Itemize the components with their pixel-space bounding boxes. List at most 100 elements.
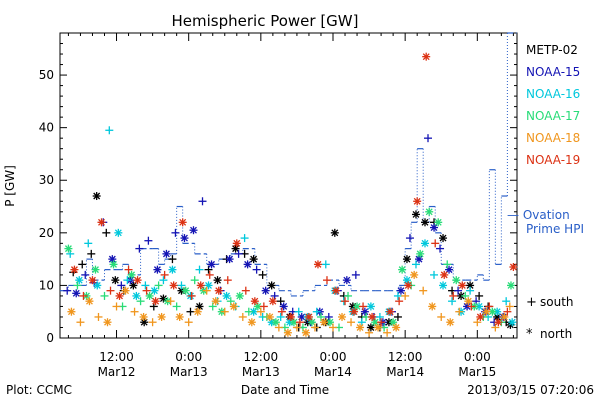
noaa-16-point-north [508,318,517,327]
y-tick-label: 30 [39,173,54,187]
noaa-15-point-north [108,255,117,264]
noaa-17-point-north [452,276,461,285]
noaa-19-point-north [88,276,97,285]
noaa-19-point-south [142,286,151,295]
noaa-19-point-south [431,239,440,248]
noaa-19-point-north [232,239,241,248]
noaa-19-point-south [277,307,286,316]
marker-legend-label: south [540,295,574,309]
noaa-16-point-south [393,291,402,300]
x-tick-label: 12:00 [244,350,279,364]
data-points [63,52,518,337]
noaa-16-point-south [294,307,303,316]
noaa-15-point-south [454,286,463,295]
noaa-19-point-north [178,218,187,227]
noaa-19-point-north [196,281,205,290]
x-axis-label: Date and Time [241,383,329,397]
noaa-15-point-south [252,265,261,274]
noaa-15-point-north [180,234,189,243]
noaa-15-point-south [144,236,153,245]
y-tick-label: 20 [39,226,54,240]
noaa-15-point-north [396,286,405,295]
noaa-18-point-south [292,323,301,332]
noaa-19-point-south [485,302,494,311]
noaa-15-point-north [279,302,288,311]
noaa-19-point-south [395,297,404,306]
noaa-18-point-north [175,312,184,321]
noaa-19-point-south [205,270,214,279]
x-tick-label: Mar13 [242,365,280,379]
noaa-16-point-south [411,260,420,269]
metp-02-point-north [411,210,420,219]
noaa-16-point-south [375,312,384,321]
legend-entry-noaa-19: NOAA-19 [526,153,580,167]
noaa-16-point-south [240,234,249,243]
noaa-18-point-south [401,291,410,300]
noaa-18-point-south [455,307,464,316]
noaa-19-point-south [124,265,133,274]
metp-02-point-north [420,218,429,227]
noaa-16-point-north [439,281,448,290]
noaa-16-point-south [105,126,114,135]
noaa-19-point-south [449,291,458,300]
x-tick-label: Mar12 [98,365,136,379]
noaa-18-point-north [85,297,94,306]
metp-02-point-north [439,234,448,243]
noaa-19-point-south [359,302,368,311]
noaa-18-point-south [184,318,193,327]
noaa-15-point-north [162,249,171,258]
noaa-16-point-south [276,312,285,321]
y-tick-label: 10 [39,278,54,292]
noaa-15-point-south [135,244,144,253]
metp-02-point-north [249,255,258,264]
metp-02-point-south [78,260,87,269]
x-tick-label: Mar14 [314,365,352,379]
noaa-15-point-south [436,244,445,253]
metp-02-point-south [475,291,484,300]
y-tick-label: 50 [39,68,54,82]
noaa-18-point-north [500,312,509,321]
noaa-15-point-south [198,197,207,206]
noaa-18-point-north [229,302,238,311]
noaa-19-point-south [187,291,196,300]
noaa-17-point-south [73,281,82,290]
noaa-19-point-south [341,297,350,306]
legend-entry-noaa-15: NOAA-15 [526,65,580,79]
y-axis-label: P [GW] [3,165,17,207]
noaa-15-point-south [117,281,126,290]
noaa-18-point-south [383,328,392,337]
noaa-15-point-north [261,286,270,295]
noaa-19-point-south [79,291,88,300]
metp-02-point-south [258,270,267,279]
noaa-18-point-north [283,328,292,337]
noaa-15-point-north [72,289,81,298]
noaa-19-point-south [295,318,304,327]
noaa-15-point-north [153,265,162,274]
noaa-19-point-north [214,286,223,295]
noaa-19-point-north [169,281,178,290]
noaa-18-point-south [437,312,446,321]
legend: METP-02 NOAA-15 NOAA-16 NOAA-17 NOAA-18 NOAA-… [507,43,584,342]
noaa-19-point-south [503,307,512,316]
noaa-18-point-south [365,328,374,337]
noaa-15-point-north [243,260,252,269]
noaa-17-point-north [416,249,425,258]
noaa-15-point-north [189,226,198,235]
noaa-19-point-north [368,312,377,321]
metp-02-point-north [330,228,339,237]
y-axis: 0 10 20 30 40 50 [39,32,517,345]
noaa-18-point-north [338,312,347,321]
noaa-19-point-north [509,263,518,272]
noaa-17-point-north [64,244,73,253]
noaa-19-point-north [413,197,422,206]
noaa-17-point-north [425,207,434,216]
legend-entry-ovation-line2: Prime HPI [526,222,584,236]
noaa-19-point-north [476,312,485,321]
x-tick-label: Mar15 [458,365,496,379]
x-axis: 12:00Mar120:00Mar1312:00Mar130:00Mar1412… [67,33,514,379]
metp-02-point-north [213,276,222,285]
noaa-16-point-north [366,302,375,311]
noaa-15-point-north [342,276,351,285]
noaa-18-point-south [328,323,337,332]
noaa-18-point-north [392,323,401,332]
